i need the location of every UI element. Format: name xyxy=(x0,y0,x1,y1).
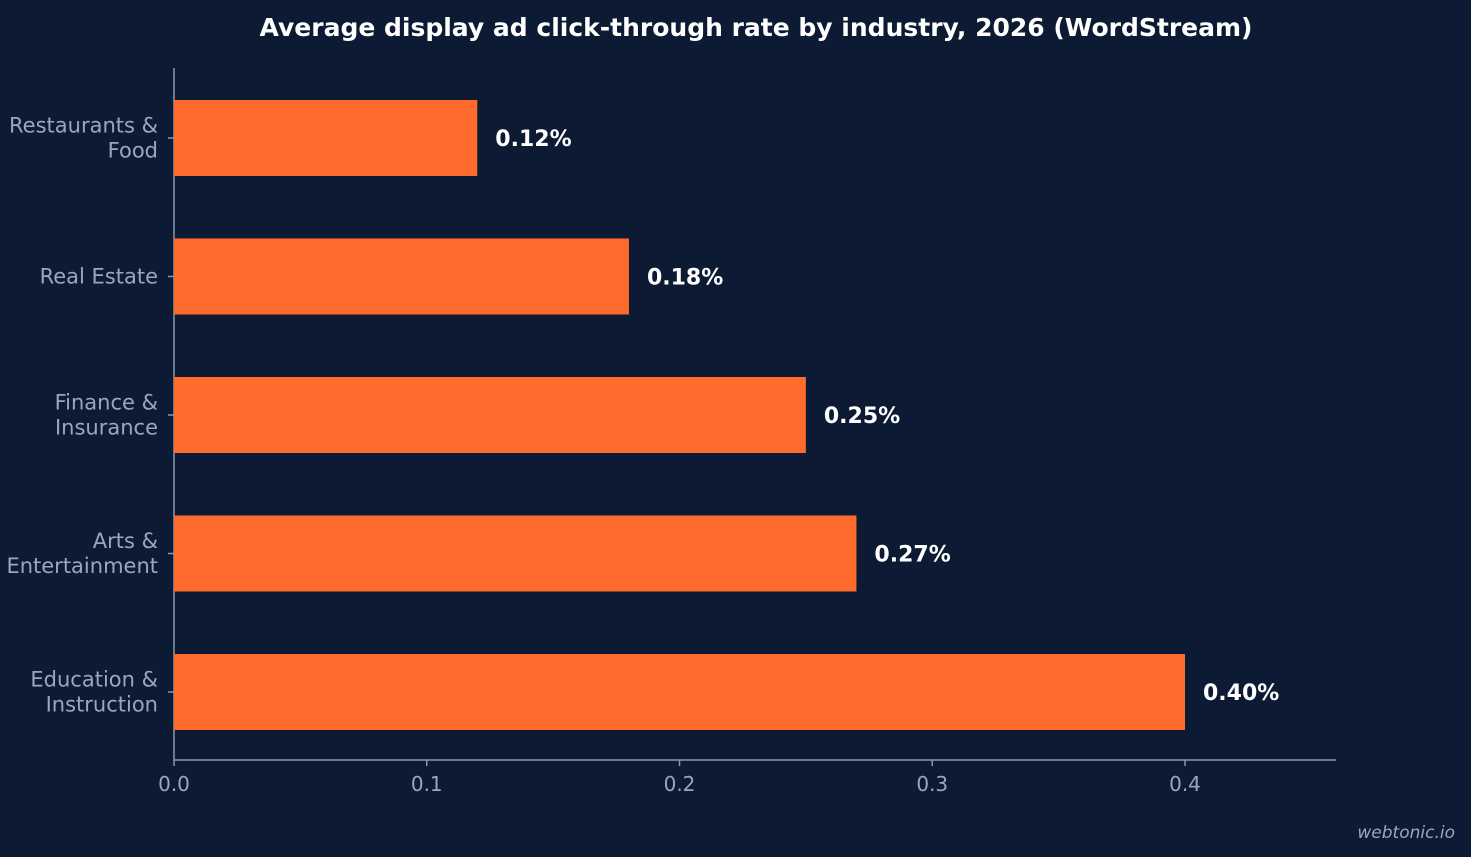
category-label-line: Real Estate xyxy=(40,265,158,289)
x-tick-label: 0.2 xyxy=(664,772,696,796)
value-label: 0.18% xyxy=(647,266,723,291)
category-label-line: Food xyxy=(108,139,158,163)
category-label: Finance & Insurance xyxy=(55,391,158,440)
x-tick-label: 0.0 xyxy=(158,772,190,796)
category-label-line: Entertainment xyxy=(6,554,158,578)
category-label: Arts & Entertainment xyxy=(6,529,158,578)
bar xyxy=(174,100,478,176)
category-label-line: Arts & xyxy=(93,529,158,553)
value-label: 0.12% xyxy=(495,127,571,152)
x-tick-label: 0.1 xyxy=(411,772,443,796)
value-label: 0.25% xyxy=(824,404,900,429)
value-label: 0.27% xyxy=(874,543,950,568)
bar xyxy=(174,654,1185,730)
category-label-line: Finance & xyxy=(55,391,158,415)
x-tick-label: 0.4 xyxy=(1169,772,1201,796)
bar xyxy=(174,515,857,592)
category-label: Restaurants & Food xyxy=(9,114,158,163)
bar xyxy=(174,238,629,315)
category-label-line: Restaurants & xyxy=(9,114,158,138)
category-label-line: Education & xyxy=(30,668,158,692)
plot-area: 0.0 0.1 0.2 0.3 0.4 Restaurants & Food 0.12% Rea… xyxy=(6,68,1336,796)
watermark: webtonic.io xyxy=(1357,823,1455,843)
bar xyxy=(174,377,806,453)
category-label: Education & Instruction xyxy=(30,668,158,717)
category-label-line: Instruction xyxy=(46,693,158,717)
value-label: 0.40% xyxy=(1203,681,1279,706)
chart-title: Average display ad click-through rate by… xyxy=(260,13,1253,42)
x-tick-label: 0.3 xyxy=(916,772,948,796)
category-label: Real Estate xyxy=(40,265,158,289)
category-label-line: Insurance xyxy=(55,416,158,440)
